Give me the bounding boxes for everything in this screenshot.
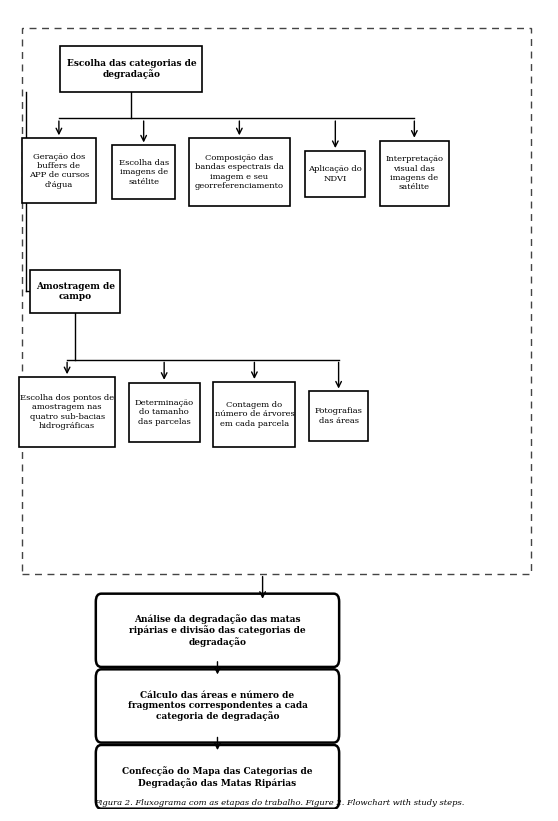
FancyBboxPatch shape (128, 383, 200, 443)
Text: Escolha das
imagens de
satélite: Escolha das imagens de satélite (119, 159, 169, 186)
FancyBboxPatch shape (96, 669, 339, 742)
Text: Escolha das categorias de
degradação: Escolha das categorias de degradação (66, 58, 196, 79)
Text: Cálculo das áreas e número de
fragmentos correspondentes a cada
categoria de deg: Cálculo das áreas e número de fragmentos… (128, 690, 307, 722)
Text: Amostragem de
campo: Amostragem de campo (36, 282, 115, 301)
Text: Geração dos
buffers de
APP de cursos
d'água: Geração dos buffers de APP de cursos d'á… (29, 153, 89, 189)
FancyBboxPatch shape (305, 151, 365, 197)
Text: Figura 2. Fluxograma com as etapas do trabalho. Figure 2. Flowchart with study s: Figura 2. Fluxograma com as etapas do tr… (94, 799, 464, 807)
Text: Contagem do
número de árvores
em cada parcela: Contagem do número de árvores em cada pa… (214, 401, 294, 428)
Text: Confecção do Mapa das Categorias de
Degradação das Matas Ripárias: Confecção do Mapa das Categorias de Degr… (122, 766, 312, 787)
Text: Composição das
bandas espectrais da
imagem e seu
georreferenciamento: Composição das bandas espectrais da imag… (195, 154, 284, 190)
Text: Determinação
do tamanho
das parcelas: Determinação do tamanho das parcelas (134, 399, 194, 426)
FancyBboxPatch shape (96, 745, 339, 809)
Text: Aplicação do
NDVI: Aplicação do NDVI (309, 165, 362, 182)
Text: Escolha dos pontos de
amostragem nas
quatro sub-bacias
hidrográficas: Escolha dos pontos de amostragem nas qua… (20, 394, 114, 430)
FancyBboxPatch shape (189, 138, 290, 206)
FancyBboxPatch shape (112, 145, 175, 200)
FancyBboxPatch shape (60, 46, 203, 92)
FancyBboxPatch shape (380, 140, 449, 206)
FancyBboxPatch shape (22, 138, 96, 204)
FancyBboxPatch shape (19, 377, 115, 447)
FancyBboxPatch shape (213, 382, 295, 447)
FancyBboxPatch shape (30, 269, 121, 314)
FancyBboxPatch shape (309, 392, 368, 441)
Text: Interpretação
visual das
imagens de
satélite: Interpretação visual das imagens de saté… (386, 155, 444, 191)
Text: Fotografias
das áreas: Fotografias das áreas (315, 407, 363, 424)
FancyBboxPatch shape (96, 594, 339, 667)
Text: Análise da degradação das matas
ripárias e divisão das categorias de
degradação: Análise da degradação das matas ripárias… (129, 614, 306, 647)
